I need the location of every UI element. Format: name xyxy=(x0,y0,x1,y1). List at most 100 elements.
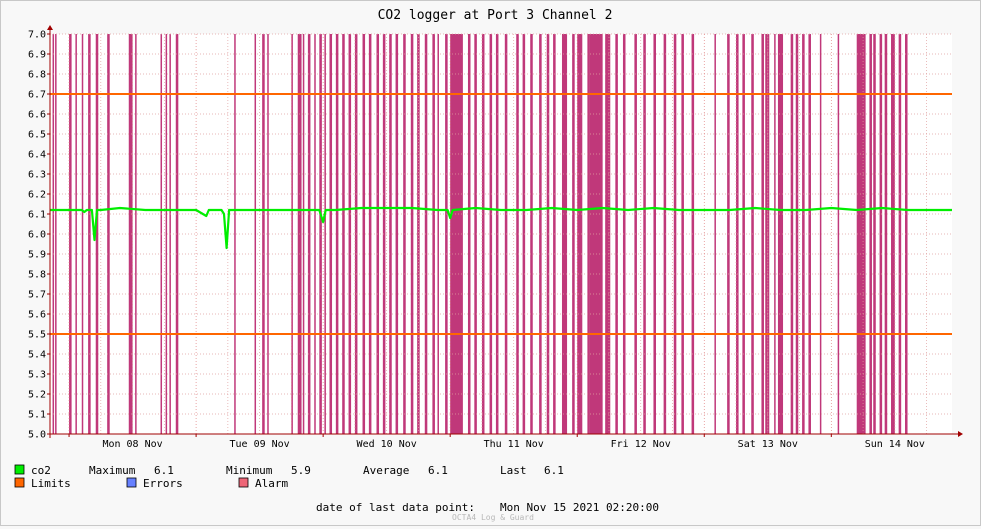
alarm-bar xyxy=(302,34,305,434)
co2-line xyxy=(50,206,952,250)
alarm-legend-label: Alarm xyxy=(255,477,288,490)
alarm-bar xyxy=(467,34,471,434)
alarm-bar xyxy=(539,34,542,434)
alarm-bar xyxy=(904,34,908,434)
alarm-bar xyxy=(437,34,439,434)
alarm-bar xyxy=(622,34,626,434)
alarm-bar xyxy=(362,34,366,434)
alarm-bar xyxy=(761,34,764,434)
x-axis-arrow xyxy=(958,431,963,437)
y-tick-label: 6.8 xyxy=(28,70,46,81)
alarm-bar xyxy=(329,34,333,434)
alarm-bar xyxy=(432,34,435,434)
chart-title: CO2 logger at Port 3 Channel 2 xyxy=(378,8,613,23)
credit-text: OCTA4 Log & Guard xyxy=(452,513,534,522)
y-tick-label: 5.3 xyxy=(28,370,46,381)
errors-legend-swatch xyxy=(126,477,137,488)
y-tick-label: 6.3 xyxy=(28,170,46,181)
alarm-bar xyxy=(819,34,822,434)
alarm-bar xyxy=(75,34,77,434)
alarm-bar xyxy=(777,34,784,434)
alarm-bar xyxy=(653,34,656,434)
alarm-bar xyxy=(335,34,339,434)
alarm-bar xyxy=(522,34,526,434)
x-tick-label: Tue 09 Nov xyxy=(230,439,290,450)
alarm-bar xyxy=(107,34,110,434)
alarm-bar xyxy=(410,34,414,434)
alarm-bar xyxy=(673,34,677,434)
alarm-bar xyxy=(291,34,293,434)
y-tick-label: 5.5 xyxy=(28,330,46,341)
legend: co2 Maximum 6.1 Minimum 5.9 Average 6.1 … xyxy=(14,464,564,490)
average-value: 6.1 xyxy=(428,464,448,477)
alarm-bar xyxy=(324,34,326,434)
y-tick-label: 6.4 xyxy=(28,150,46,161)
alarm-bar xyxy=(774,34,776,434)
limits-legend-label: Limits xyxy=(31,477,71,490)
alarm-bar xyxy=(234,34,236,434)
alarm-bar xyxy=(135,34,137,434)
errors-legend-label: Errors xyxy=(143,477,183,490)
alarm-bar xyxy=(856,34,866,434)
x-tick-label: Sat 13 Nov xyxy=(738,439,798,450)
alarm-bar xyxy=(765,34,768,434)
minimum-label: Minimum xyxy=(226,464,273,477)
alarm-bar xyxy=(389,34,392,434)
alarm-bar xyxy=(577,34,583,434)
alarm-bar xyxy=(417,34,420,434)
alarm-bar xyxy=(348,34,352,434)
alarm-bar xyxy=(55,34,57,434)
alarm-bar xyxy=(516,34,519,434)
y-tick-label: 6.7 xyxy=(28,90,46,101)
alarm-bar xyxy=(869,34,872,434)
y-tick-label: 5.7 xyxy=(28,290,46,301)
y-tick-label: 6.6 xyxy=(28,110,46,121)
alarm-bar xyxy=(165,34,168,434)
alarm-bar xyxy=(307,34,311,434)
y-tick-label: 5.2 xyxy=(28,390,46,401)
y-tick-label: 5.0 xyxy=(28,430,46,441)
y-tick-label: 5.4 xyxy=(28,350,46,361)
alarm-bar xyxy=(342,34,345,434)
y-tick-label: 6.5 xyxy=(28,130,46,141)
alarm-bar xyxy=(837,34,840,434)
alarm-bar xyxy=(481,34,485,434)
alarm-bar xyxy=(587,34,590,434)
y-tick-label: 5.6 xyxy=(28,310,46,321)
y-tick-label: 6.2 xyxy=(28,190,46,201)
limits-legend-swatch xyxy=(14,477,25,488)
alarm-bar xyxy=(873,34,876,434)
last-data-point-value: Mon Nov 15 2021 02:20:00 xyxy=(500,501,659,514)
y-tick-label: 5.1 xyxy=(28,410,46,421)
alarm-bar xyxy=(175,34,179,434)
maximum-label: Maximum xyxy=(89,464,136,477)
alarm-bar xyxy=(561,34,568,434)
alarm-bar xyxy=(424,34,428,434)
alarm-bar xyxy=(714,34,716,434)
alarm-bar xyxy=(767,34,770,434)
last-value: 6.1 xyxy=(544,464,564,477)
alarm-bar xyxy=(382,34,386,434)
last-label: Last xyxy=(500,464,527,477)
x-tick-label: Thu 11 Nov xyxy=(484,439,544,450)
last-data-point-label: date of last data point: xyxy=(316,501,475,514)
alarm-bar xyxy=(663,34,667,434)
y-tick-label: 6.9 xyxy=(28,50,46,61)
alarm-bar xyxy=(605,34,611,434)
limit-lines xyxy=(50,93,952,335)
alarm-bar xyxy=(95,34,99,434)
grid-lines xyxy=(50,33,952,435)
maximum-value: 6.1 xyxy=(154,464,174,477)
alarm-bar xyxy=(128,34,133,434)
y-tick-label: 7.0 xyxy=(28,30,46,41)
co2-series xyxy=(50,206,952,250)
alarm-bar xyxy=(884,34,888,434)
x-tick-label: Sun 14 Nov xyxy=(865,439,925,450)
y-tick-label: 5.9 xyxy=(28,250,46,261)
average-label: Average xyxy=(363,464,409,477)
alarm-bar xyxy=(530,34,533,434)
y-axis-arrow xyxy=(47,25,53,30)
alarm-bar xyxy=(368,34,372,434)
alarm-bar xyxy=(81,34,84,434)
